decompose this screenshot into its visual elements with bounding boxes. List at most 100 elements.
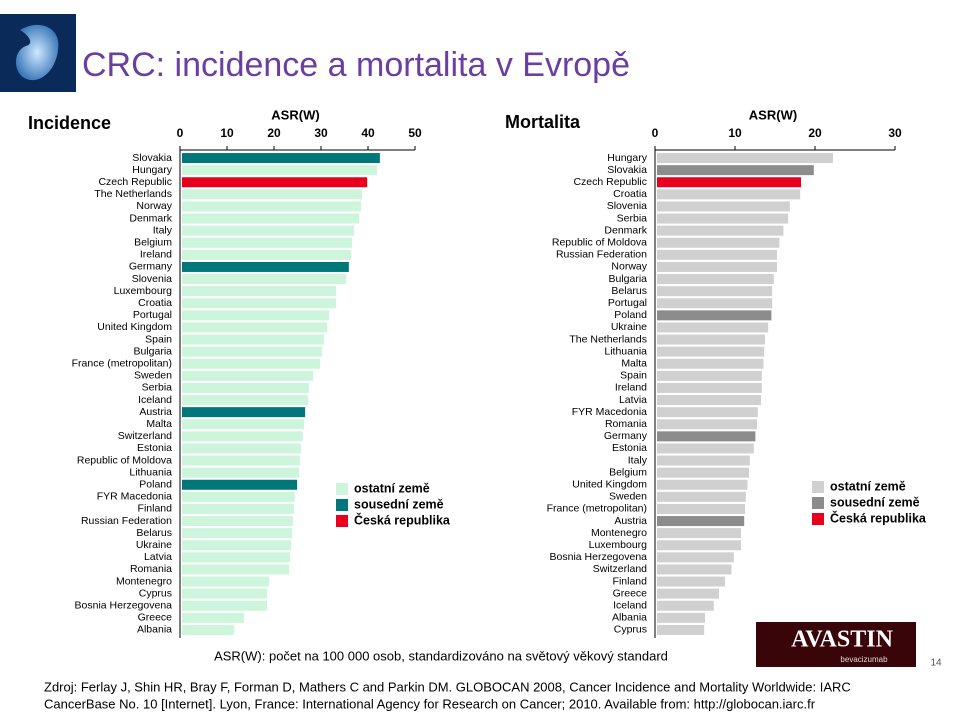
chart-title: Incidence: [28, 113, 111, 133]
category-label: Czech Republic: [573, 176, 647, 188]
category-label: United Kingdom: [97, 321, 172, 333]
category-label: Greece: [613, 587, 648, 599]
category-label: Poland: [614, 309, 647, 321]
bar: [182, 467, 300, 478]
category-label: France (metropolitan): [547, 503, 647, 515]
category-label: Denmark: [604, 224, 647, 236]
x-tick-label: 20: [808, 126, 822, 140]
x-tick-label: 0: [177, 126, 184, 140]
bar: [657, 225, 784, 236]
bar: [182, 576, 269, 587]
legend-swatch: [336, 515, 348, 527]
category-label: Finland: [138, 503, 173, 515]
category-label: Romania: [605, 418, 647, 430]
bar: [657, 310, 772, 321]
category-label: Luxembourg: [589, 539, 648, 551]
category-label: Switzerland: [593, 563, 647, 575]
legend-label: ostatní země: [830, 479, 906, 493]
x-tick-label: 50: [408, 126, 422, 140]
category-label: Cyprus: [614, 624, 647, 636]
bar: [182, 298, 337, 309]
category-label: Serbia: [142, 382, 173, 394]
x-tick-label: 20: [267, 126, 281, 140]
category-label: Italy: [153, 224, 173, 236]
bar: [182, 201, 362, 212]
source-line: Zdroj: Ferlay J, Shin HR, Bray F, Forman…: [44, 679, 851, 694]
bar: [182, 274, 347, 285]
x-tick-label: 0: [652, 126, 659, 140]
category-label: Greece: [138, 612, 173, 624]
category-label: Serbia: [617, 212, 648, 224]
category-label: Croatia: [138, 297, 172, 309]
bar: [182, 334, 324, 345]
bar: [182, 431, 303, 442]
category-label: Germany: [129, 261, 173, 273]
category-label: Belarus: [136, 527, 172, 539]
bar: [182, 310, 330, 321]
legend-label: Česká republika: [354, 512, 451, 527]
bar: [657, 600, 714, 611]
category-label: Ireland: [140, 249, 172, 261]
bar: [182, 612, 245, 623]
bar: [657, 503, 745, 514]
x-tick-label: 10: [220, 126, 234, 140]
bar: [657, 491, 746, 502]
category-label: Hungary: [607, 152, 647, 164]
category-label: Estonia: [612, 442, 647, 454]
bar: [657, 612, 705, 623]
axis-title: ASR(W): [749, 107, 797, 122]
category-label: The Netherlands: [94, 188, 172, 200]
bar: [182, 358, 321, 369]
bar: [657, 153, 833, 164]
category-label: FYR Macedonia: [572, 406, 647, 418]
logo-sub: bevacizumab: [840, 655, 888, 664]
bar: [182, 419, 305, 430]
category-label: Lithuania: [129, 466, 172, 478]
category-label: Latvia: [619, 394, 647, 406]
legend-swatch: [812, 497, 824, 509]
category-label: Luxembourg: [114, 285, 173, 297]
x-tick-label: 10: [728, 126, 742, 140]
category-label: Iceland: [613, 600, 647, 612]
category-label: Portugal: [608, 297, 647, 309]
category-label: Ukraine: [136, 539, 172, 551]
bar: [657, 576, 725, 587]
bar: [182, 286, 337, 297]
bar: [182, 564, 290, 575]
source-box: [0, 676, 960, 712]
bar: [182, 153, 380, 164]
bar: [182, 189, 363, 200]
bar: [657, 467, 749, 478]
category-label: Austria: [139, 406, 172, 418]
bar: [657, 346, 765, 357]
bar: [182, 370, 314, 381]
category-label: Russian Federation: [81, 515, 172, 527]
category-label: Portugal: [133, 309, 172, 321]
bar: [182, 588, 268, 599]
x-tick-label: 30: [888, 126, 902, 140]
bar: [657, 552, 734, 563]
category-label: Austria: [614, 515, 647, 527]
bar: [657, 443, 754, 454]
category-label: Ireland: [615, 382, 647, 394]
bar: [182, 249, 352, 260]
bar: [657, 370, 762, 381]
bar: [657, 382, 762, 393]
category-label: Finland: [613, 575, 648, 587]
x-tick-label: 40: [361, 126, 375, 140]
bar: [657, 540, 741, 551]
bar: [182, 407, 306, 418]
bar: [182, 382, 309, 393]
bar: [657, 189, 801, 200]
bar: [182, 346, 323, 357]
category-label: Malta: [621, 358, 647, 370]
bar: [182, 443, 301, 454]
category-label: Slovenia: [132, 273, 172, 285]
category-label: Germany: [604, 430, 648, 442]
bar: [182, 479, 298, 490]
category-label: Hungary: [132, 164, 172, 176]
bar: [657, 201, 790, 212]
category-label: Republic of Moldova: [77, 454, 172, 466]
category-label: Romania: [130, 563, 172, 575]
